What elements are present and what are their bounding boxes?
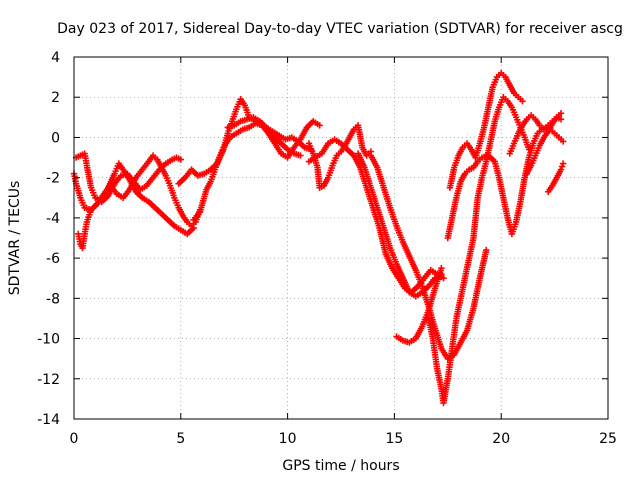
y-tick-label: -14 (37, 412, 60, 428)
data-point-marker (557, 110, 565, 117)
y-axis-label: SDTVAR / TECUs (7, 181, 23, 296)
data-point-marker (190, 224, 197, 232)
x-tick-label: 0 (70, 431, 79, 447)
y-tick-label: -8 (46, 291, 60, 307)
x-tick-label: 5 (176, 431, 185, 447)
data-point-marker (177, 156, 184, 163)
data-point-marker (483, 246, 490, 254)
data-point-marker (558, 163, 566, 170)
x-tick-labels: 0 5 10 15 20 25 (70, 431, 617, 447)
data-point-marker (440, 275, 447, 282)
y-tick-label: -6 (46, 251, 60, 267)
data-point-marker (297, 152, 304, 159)
y-tick-label: -12 (37, 372, 60, 388)
data-markers (70, 69, 567, 407)
grid (74, 57, 608, 419)
data-point-marker (557, 116, 565, 123)
data-point-marker (557, 166, 565, 173)
x-tick-label: 20 (492, 431, 510, 447)
data-point-marker (559, 160, 567, 167)
y-tick-label: -4 (46, 211, 60, 227)
y-tick-labels: 4 2 0 -2 -4 -6 -8 -10 -12 -14 (37, 50, 60, 428)
data-point-marker (519, 98, 526, 105)
plot-frame (73, 56, 609, 420)
y-tick-label: -2 (46, 171, 60, 187)
y-tick-label: 4 (51, 50, 60, 66)
x-axis-label: GPS time / hours (282, 458, 399, 474)
x-tick-label: 10 (279, 431, 297, 447)
x-tick-label: 15 (385, 431, 403, 447)
x-tick-label: 25 (599, 431, 617, 447)
y-tick-label: 0 (51, 130, 60, 146)
y-tick-label: 2 (51, 90, 60, 106)
data-point-marker (559, 138, 567, 145)
axis-ticks (73, 56, 609, 420)
data-point-marker (316, 122, 323, 129)
y-tick-label: -10 (37, 332, 60, 348)
data-point-marker (438, 264, 445, 272)
chart-title: Day 023 of 2017, Sidereal Day-to-day VTE… (57, 21, 623, 37)
